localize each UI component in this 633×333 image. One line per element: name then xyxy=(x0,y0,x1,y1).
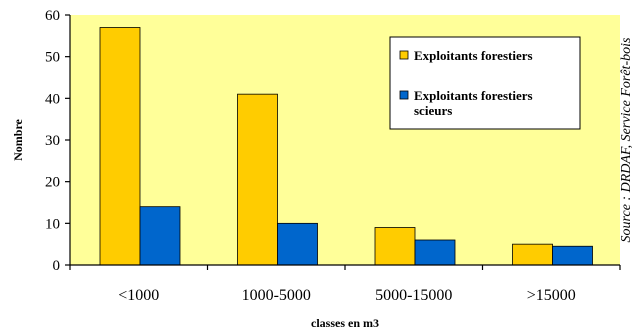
y-tick-label: 40 xyxy=(45,91,60,107)
legend-label: Exploitants forestiers xyxy=(414,88,533,103)
y-tick-label: 0 xyxy=(53,258,61,274)
bars-layer xyxy=(99,27,593,266)
bar-scieurs-2 xyxy=(414,239,456,266)
y-tick-label: 60 xyxy=(45,8,60,24)
bar-exploitants-0 xyxy=(99,27,141,266)
y-ticks-layer: 0 10 20 30 40 50 60 xyxy=(45,8,70,274)
y-tick-label: 50 xyxy=(45,50,60,66)
x-ticks-layer: <1000 1000-5000 5000-15000 >15000 xyxy=(69,265,621,304)
bar-scieurs-3 xyxy=(552,245,593,266)
legend-swatch xyxy=(399,90,409,100)
x-category-label: <1000 xyxy=(118,287,159,304)
legend-swatch xyxy=(399,50,409,60)
bar-scieurs-1 xyxy=(277,222,318,266)
x-category-label: 5000-15000 xyxy=(375,287,452,304)
bar-exploitants-2 xyxy=(374,227,416,266)
y-tick-label: 30 xyxy=(45,133,60,149)
legend-box xyxy=(389,36,581,130)
x-category-label: 1000-5000 xyxy=(242,287,311,304)
source-note: Source : DRDAF, Service Forêt-bois xyxy=(619,37,633,242)
legend: Exploitants forestiers Exploitants forest… xyxy=(389,36,581,130)
y-axis-title: Nombre xyxy=(11,118,25,160)
bar-exploitants-3 xyxy=(512,243,553,266)
x-axis-title: classes en m3 xyxy=(311,316,379,330)
legend-label: Exploitants forestiers xyxy=(414,48,533,63)
legend-label: scieurs xyxy=(414,103,452,118)
x-category-label: >15000 xyxy=(527,287,576,304)
bar-scieurs-0 xyxy=(139,206,181,266)
y-tick-label: 10 xyxy=(45,216,60,232)
bar-exploitants-1 xyxy=(237,93,278,266)
y-tick-label: 20 xyxy=(45,175,60,191)
